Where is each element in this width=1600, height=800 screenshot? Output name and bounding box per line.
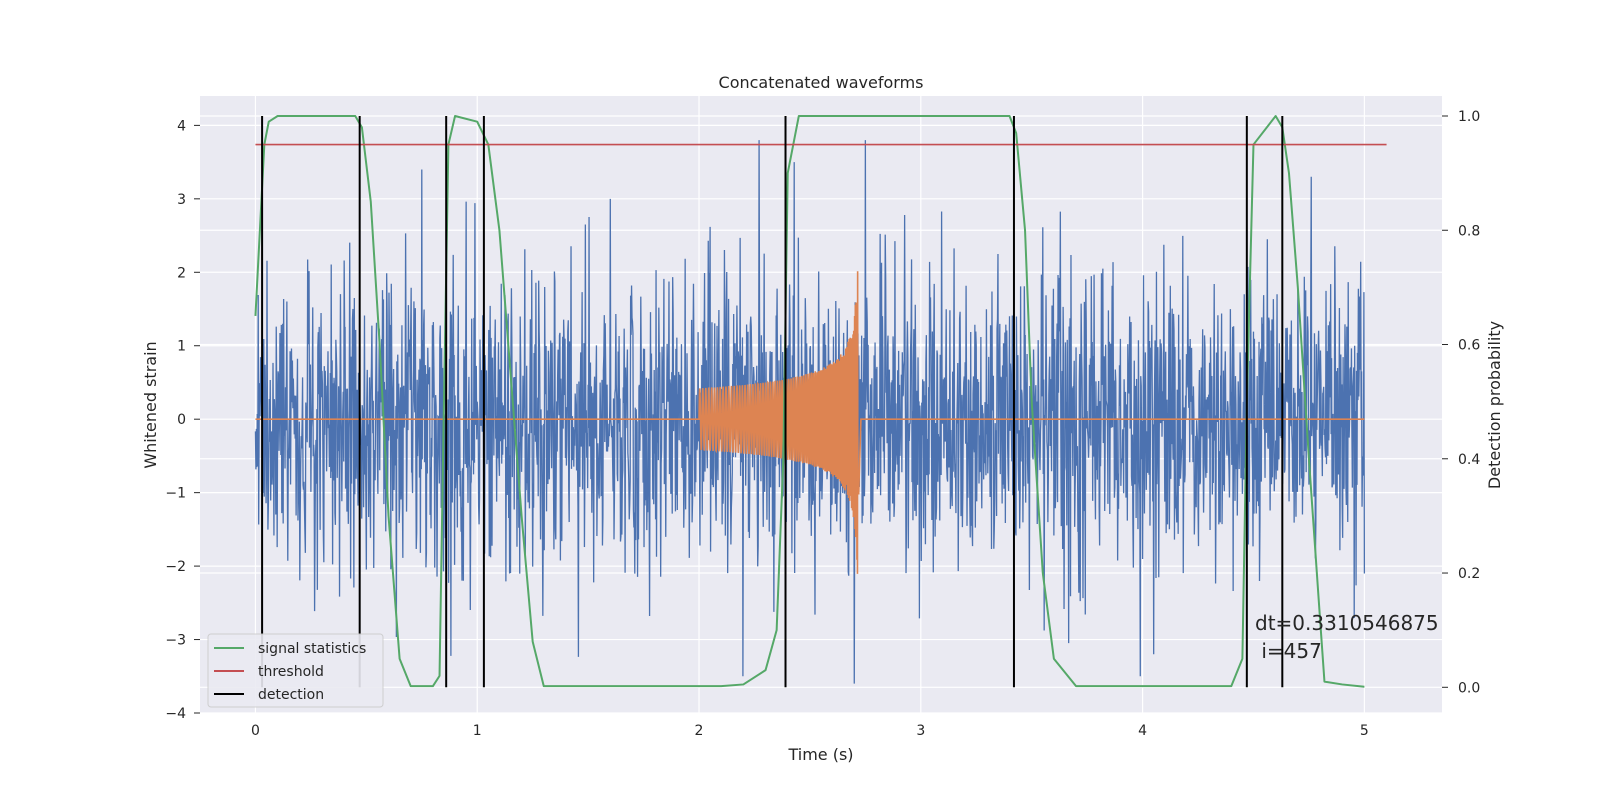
x-tick-label-5: 5 [1360,723,1369,739]
signal-statistics-series [254,115,1365,688]
y-tick-label-7: 3 [177,192,186,208]
y-tick-label-3: −1 [165,486,186,502]
y2-tick-label-0: 0.0 [1458,680,1480,696]
y2-axis-label: Detection probability [1485,321,1504,489]
detection-series [261,115,1284,688]
x-tick-label-2: 2 [695,723,704,739]
y2-tick-label-1: 0.2 [1458,566,1480,582]
y2-tick-label-5: 1.0 [1458,109,1480,125]
x-tick-label-3: 3 [916,723,925,739]
legend-box [207,633,384,708]
y2-tick-label-3: 0.6 [1458,338,1480,354]
whitened-strain-series [254,140,1366,684]
ticks: 0 1 2 3 4 5 −4 −3 −2 −1 0 1 2 3 4 0.0 0.2 0.4 0.6 0.8 1.0 [165,109,1480,739]
template-series [255,271,1365,574]
legend: signal statistics threshold detection [207,633,384,708]
annotation-index: i=457 [1255,639,1322,663]
y2-tick-label-4: 0.8 [1458,223,1480,239]
x-axis-label: Time (s) [787,745,853,764]
x-tick-label-4: 4 [1138,723,1147,739]
y-tick-label-4: 0 [177,412,186,428]
annotation-dt: dt=0.3310546875 [1255,611,1439,635]
template-line [255,271,1365,574]
legend-label-detection: detection [258,687,324,703]
legend-label-threshold: threshold [258,664,324,680]
y2-tick-label-2: 0.4 [1458,452,1480,468]
y-tick-label-6: 2 [177,265,186,281]
chart-title: Concatenated waveforms [719,73,924,92]
strain-line [254,140,1366,684]
x-tick-label-0: 0 [251,723,260,739]
y-tick-label-1: −3 [165,633,186,649]
y-axis-label: Whitened strain [141,341,160,468]
x-tick-label-1: 1 [473,723,482,739]
signal-statistics-line [254,115,1365,688]
y-tick-label-5: 1 [177,339,186,355]
y-tick-label-0: −4 [165,706,186,722]
y-tick-label-2: −2 [165,559,186,575]
legend-label-signal: signal statistics [258,641,366,657]
y-tick-label-8: 4 [177,118,186,134]
